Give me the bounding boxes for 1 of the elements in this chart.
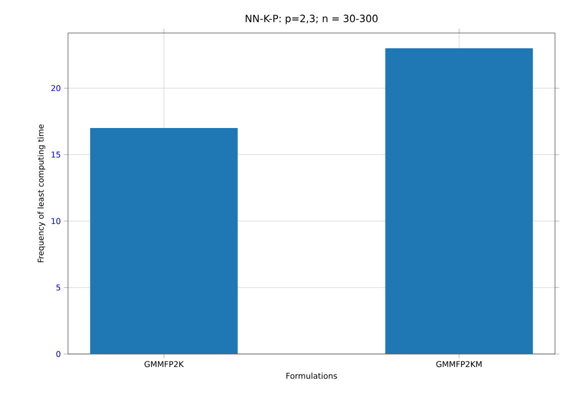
chart-title: NN-K-P: p=2,3; n = 30-300 [246,14,378,24]
